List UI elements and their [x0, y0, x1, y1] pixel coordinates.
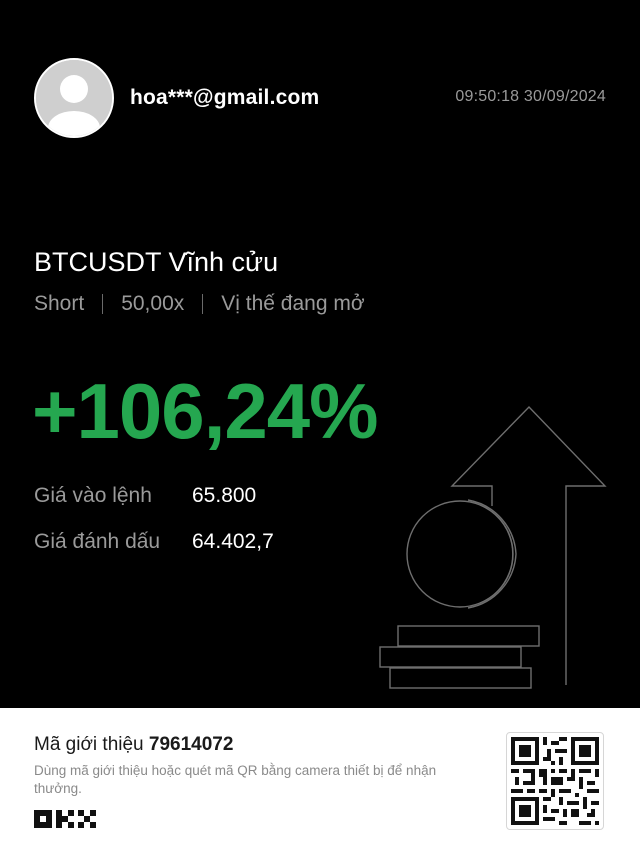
referral-description: Dùng mã giới thiệu hoặc quét mã QR bằng …: [34, 763, 437, 796]
position-panel: hoa***@gmail.com 09:50:18 30/09/2024 BTC…: [32, 58, 607, 689]
entry-price-label: Giá vào lệnh: [34, 484, 152, 507]
position-meta: Short 50,00x Vị thế đang mở: [34, 292, 365, 316]
entry-price-value: 65.800: [192, 484, 257, 507]
referral-footer: Mã giới thiệu 79614072 Dùng mã giới thiệ…: [0, 708, 640, 853]
pnl-percent: +106,24%: [32, 367, 378, 455]
referral-code: 79614072: [148, 734, 234, 755]
mark-price-value: 64.402,7: [192, 530, 274, 553]
referral-line: Mã giới thiệu 79614072: [34, 734, 233, 756]
coin-stack-arrow-up-icon: [379, 405, 607, 689]
okx-logo-icon: [34, 810, 96, 828]
referral-label: Mã giới thiệu: [34, 734, 144, 755]
position-side: Short: [34, 292, 85, 315]
trading-pair: BTCUSDT Vĩnh cửu: [34, 247, 279, 277]
qr-code-icon: [511, 737, 599, 825]
qr-code: [506, 732, 604, 830]
entry-price-row: Giá vào lệnh 65.800: [34, 484, 256, 508]
mark-price-row: Giá đánh dấu 64.402,7: [34, 530, 274, 554]
user-email: hoa***@gmail.com: [130, 86, 320, 109]
default-user-avatar-icon: [36, 60, 112, 136]
position-status: Vị thế đang mở: [221, 292, 365, 315]
leverage: 50,00x: [121, 292, 185, 315]
timestamp: 09:50:18 30/09/2024: [455, 88, 606, 105]
divider: [202, 294, 204, 314]
mark-price-label: Giá đánh dấu: [34, 530, 161, 553]
divider: [102, 294, 104, 314]
avatar: [34, 58, 114, 138]
